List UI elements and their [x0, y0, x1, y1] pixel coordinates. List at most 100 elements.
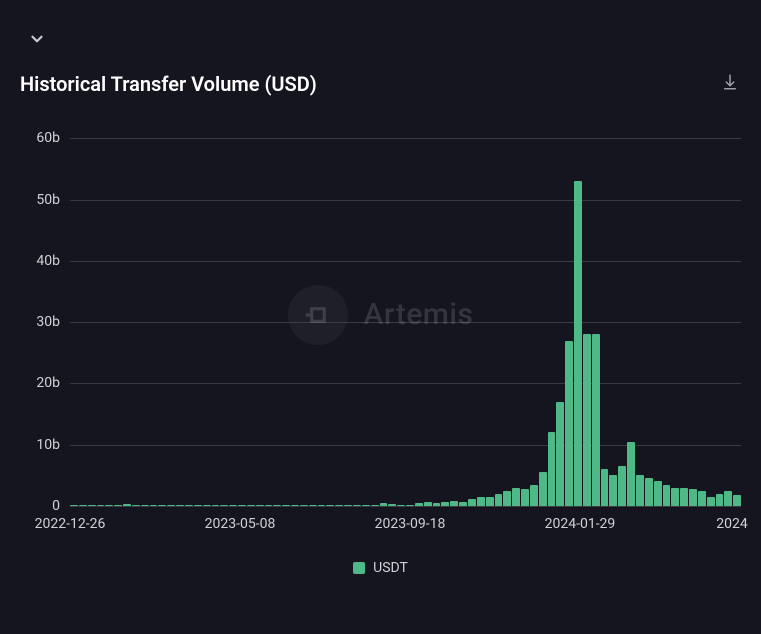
bar[interactable] — [194, 505, 202, 506]
bar[interactable] — [486, 497, 494, 506]
bar[interactable] — [415, 503, 423, 506]
bar[interactable] — [273, 505, 281, 506]
bar[interactable] — [318, 505, 326, 506]
bar[interactable] — [70, 505, 78, 506]
bar[interactable] — [556, 402, 564, 506]
grid-line — [70, 506, 741, 507]
bar[interactable] — [450, 501, 458, 506]
bar[interactable] — [574, 181, 582, 506]
bar[interactable] — [97, 505, 105, 506]
download-button[interactable] — [719, 73, 741, 95]
bar[interactable] — [689, 489, 697, 506]
x-tick-label: 2023-05-08 — [205, 516, 276, 532]
asset-selector[interactable] — [20, 30, 46, 52]
x-tick-label: 2022-12-26 — [35, 516, 106, 532]
bar[interactable] — [433, 503, 441, 506]
bar[interactable] — [380, 503, 388, 506]
y-tick-label: 40b — [36, 253, 60, 269]
bar[interactable] — [79, 505, 87, 506]
legend-label-usdt: USDT — [373, 560, 408, 576]
legend-swatch-usdt — [353, 562, 365, 574]
bar[interactable] — [512, 488, 520, 506]
bar[interactable] — [229, 505, 237, 506]
bar[interactable] — [521, 489, 529, 506]
bar[interactable] — [468, 499, 476, 506]
legend: USDT — [0, 560, 761, 576]
bar[interactable] — [724, 491, 732, 506]
bar[interactable] — [362, 505, 370, 506]
bar[interactable] — [601, 469, 609, 506]
bar[interactable] — [212, 505, 220, 506]
bar[interactable] — [220, 505, 228, 506]
bar[interactable] — [707, 497, 715, 506]
bar[interactable] — [716, 494, 724, 506]
bar[interactable] — [592, 334, 600, 506]
plot-area — [70, 126, 741, 506]
y-tick-label: 10b — [36, 437, 60, 453]
bar[interactable] — [671, 488, 679, 506]
bar[interactable] — [265, 505, 273, 506]
bar[interactable] — [282, 505, 290, 506]
bar[interactable] — [733, 495, 741, 506]
bar[interactable] — [132, 505, 140, 506]
bar[interactable] — [309, 505, 317, 506]
bar[interactable] — [123, 504, 131, 506]
bar[interactable] — [105, 505, 113, 506]
y-tick-label: 30b — [36, 314, 60, 330]
bar[interactable] — [88, 505, 96, 506]
bar[interactable] — [335, 505, 343, 506]
y-axis: 010b20b30b40b50b60b — [20, 126, 60, 506]
top-bar — [0, 0, 761, 72]
bar[interactable] — [654, 481, 662, 506]
bar[interactable] — [388, 504, 396, 506]
bar[interactable] — [114, 505, 122, 506]
bar[interactable] — [203, 505, 211, 506]
y-tick-label: 60b — [36, 130, 60, 146]
chart-title: Historical Transfer Volume (USD) — [20, 72, 317, 96]
bar[interactable] — [150, 505, 158, 506]
bar[interactable] — [300, 505, 308, 506]
x-tick-label: 2024 — [716, 516, 747, 532]
bar[interactable] — [495, 494, 503, 506]
bar[interactable] — [256, 505, 264, 506]
bar[interactable] — [698, 491, 706, 506]
bar[interactable] — [185, 505, 193, 506]
chart-header: Historical Transfer Volume (USD) — [0, 72, 761, 126]
y-tick-label: 20b — [36, 375, 60, 391]
bar[interactable] — [565, 341, 573, 506]
bar[interactable] — [238, 505, 246, 506]
bar[interactable] — [477, 497, 485, 506]
bar[interactable] — [141, 505, 149, 506]
bar[interactable] — [618, 466, 626, 506]
bar[interactable] — [503, 491, 511, 506]
bar[interactable] — [609, 475, 617, 506]
bar[interactable] — [167, 505, 175, 506]
bar[interactable] — [680, 488, 688, 506]
bar[interactable] — [397, 505, 405, 506]
bar[interactable] — [548, 432, 556, 506]
bar[interactable] — [663, 485, 671, 506]
bar[interactable] — [441, 502, 449, 506]
y-tick-label: 50b — [36, 192, 60, 208]
bar[interactable] — [353, 505, 361, 506]
bar[interactable] — [459, 502, 467, 506]
bar[interactable] — [406, 505, 414, 506]
bar[interactable] — [291, 505, 299, 506]
y-tick-label: 0 — [52, 498, 60, 514]
bar[interactable] — [530, 485, 538, 506]
bar[interactable] — [636, 475, 644, 506]
bar[interactable] — [645, 478, 653, 506]
bar[interactable] — [158, 505, 166, 506]
bar[interactable] — [424, 502, 432, 506]
chevron-down-icon — [28, 30, 46, 52]
bar[interactable] — [247, 505, 255, 506]
bar[interactable] — [627, 442, 635, 506]
bar[interactable] — [344, 505, 352, 506]
bar[interactable] — [539, 472, 547, 506]
chart: Artemis 010b20b30b40b50b60b 2022-12-2620… — [20, 126, 741, 536]
download-icon — [721, 73, 739, 95]
bar[interactable] — [583, 334, 591, 506]
bar[interactable] — [326, 505, 334, 506]
bar[interactable] — [176, 505, 184, 506]
bar[interactable] — [371, 505, 379, 506]
